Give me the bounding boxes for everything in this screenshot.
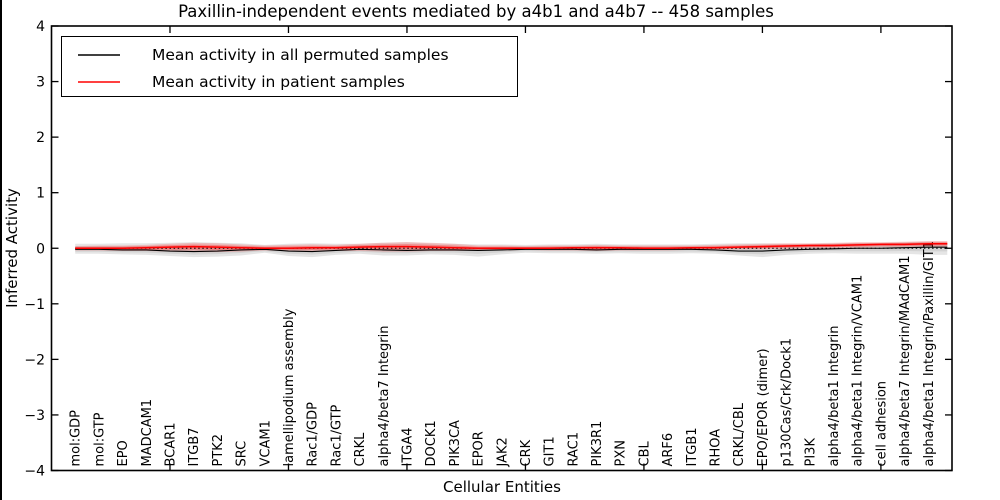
x-tick-label: alpha4/beta7 Integrin	[377, 325, 392, 466]
legend-item-patient: Mean activity in patient samples	[62, 69, 517, 95]
x-tick-label: JAK2	[495, 437, 510, 467]
x-tick-label: PI3K	[803, 438, 818, 467]
x-tick-label: DOCK1	[424, 420, 439, 466]
permuted-line-sample-icon	[78, 54, 120, 56]
y-tick-label: 4	[36, 19, 45, 35]
x-tick-label: MADCAM1	[140, 399, 155, 467]
x-tick-label: CBL	[637, 441, 652, 467]
legend: Mean activity in all permuted samples Me…	[61, 36, 518, 97]
x-tick-label: RAC1	[566, 432, 581, 467]
x-tick-label: alpha4/beta1 Integrin/Paxillin/GIT1	[922, 241, 937, 467]
y-tick-label: 2	[36, 130, 45, 146]
x-tick-label: PIK3CA	[448, 420, 463, 467]
legend-item-label: Mean activity in patient samples	[152, 73, 405, 91]
patient-line-sample-icon	[78, 81, 120, 83]
y-tick-label: −1	[24, 297, 45, 313]
legend-item-label: Mean activity in all permuted samples	[152, 46, 449, 64]
x-tick-label: CRKL/CBL	[732, 402, 747, 466]
permuted-mean-line	[75, 246, 948, 253]
y-tick-label: 3	[36, 75, 45, 91]
x-tick-label: Rac1/GDP	[306, 402, 321, 467]
x-axis-label: Cellular Entities	[443, 478, 561, 496]
x-tick-label: p130Cas/Crk/Dock1	[780, 338, 795, 467]
x-tick-label: EPO/EPOR (dimer)	[756, 348, 771, 466]
x-tick-label: EPOR	[472, 431, 487, 466]
y-tick-label: −2	[24, 352, 45, 368]
x-tick-label: CRKL	[353, 432, 368, 467]
y-tick-label: −3	[24, 408, 45, 424]
x-tick-label: alpha4/beta1 Integrin	[827, 325, 842, 466]
x-tick-label: cell adhesion	[874, 381, 889, 467]
legend-item-permuted: Mean activity in all permuted samples	[62, 42, 517, 68]
x-tick-label: GIT1	[543, 436, 558, 466]
x-tick-label: mol:GDP	[69, 410, 84, 467]
x-tick-label: VCAM1	[258, 420, 273, 466]
x-tick-label: mol:GTP	[92, 412, 107, 466]
x-tick-label: ITGB7	[187, 427, 202, 466]
x-tick-label: ARF6	[661, 433, 676, 467]
x-tick-label: Rac1/GTP	[329, 404, 344, 466]
x-tick-label: alpha4/beta7 Integrin/MAdCAM1	[898, 256, 913, 467]
x-tick-label: PTK2	[211, 434, 226, 467]
x-tick-label: EPO	[116, 440, 131, 466]
x-tick-label: PIK3R1	[590, 421, 605, 467]
x-tick-label: ITGA4	[400, 427, 415, 466]
patient-mean-line	[75, 243, 948, 249]
x-tick-label: CRK	[519, 439, 534, 466]
x-tick-label: alpha4/beta1 Integrin/VCAM1	[851, 275, 866, 467]
x-tick-label: ITGB1	[685, 427, 700, 466]
y-tick-label: 0	[36, 241, 45, 257]
plot-title: Paxillin-independent events mediated by …	[178, 2, 774, 21]
x-tick-label: BCAR1	[163, 423, 178, 467]
x-tick-label: PXN	[614, 440, 629, 466]
x-tick-label: RHOA	[709, 429, 724, 467]
band	[75, 241, 948, 253]
x-tick-label: lamellipodium assembly	[282, 308, 297, 466]
y-tick-label: 1	[36, 186, 45, 202]
y-tick-label: −4	[24, 464, 45, 480]
axes-frame	[50, 25, 953, 472]
x-tick-label: SRC	[235, 441, 250, 467]
